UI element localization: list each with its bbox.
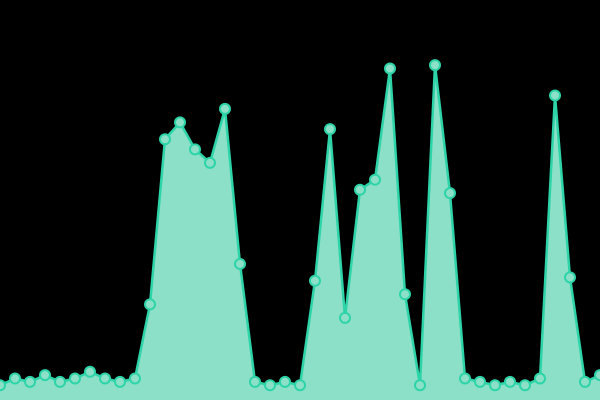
data-point <box>534 372 546 385</box>
data-point <box>399 288 411 301</box>
data-point <box>384 62 396 75</box>
data-point <box>474 375 486 388</box>
data-point <box>549 89 561 102</box>
area-fill <box>0 65 600 400</box>
data-point <box>129 372 141 385</box>
data-point <box>144 298 156 311</box>
data-point <box>294 379 306 392</box>
data-point <box>39 369 51 382</box>
data-point <box>459 372 471 385</box>
data-point <box>219 102 231 115</box>
data-point <box>279 375 291 388</box>
data-point <box>84 365 96 378</box>
data-point <box>369 173 381 186</box>
data-point <box>489 379 501 392</box>
data-point <box>114 375 126 388</box>
data-point <box>24 375 36 388</box>
data-point <box>429 59 441 72</box>
data-point <box>309 274 321 287</box>
data-point <box>594 369 600 382</box>
data-point <box>354 183 366 196</box>
data-point <box>519 379 531 392</box>
data-point <box>9 372 21 385</box>
data-point-markers <box>0 59 600 392</box>
data-point <box>234 257 246 270</box>
data-point <box>0 379 6 392</box>
data-point <box>99 372 111 385</box>
data-point <box>204 156 216 169</box>
data-point <box>159 133 171 146</box>
data-point <box>339 311 351 324</box>
data-point <box>189 143 201 156</box>
data-point <box>69 372 81 385</box>
data-point <box>414 379 426 392</box>
data-point <box>564 271 576 284</box>
data-point <box>504 375 516 388</box>
data-point <box>264 379 276 392</box>
data-point <box>249 375 261 388</box>
data-point <box>174 116 186 129</box>
data-point <box>579 375 591 388</box>
data-point <box>54 375 66 388</box>
data-point <box>444 187 456 200</box>
data-point <box>324 123 336 136</box>
